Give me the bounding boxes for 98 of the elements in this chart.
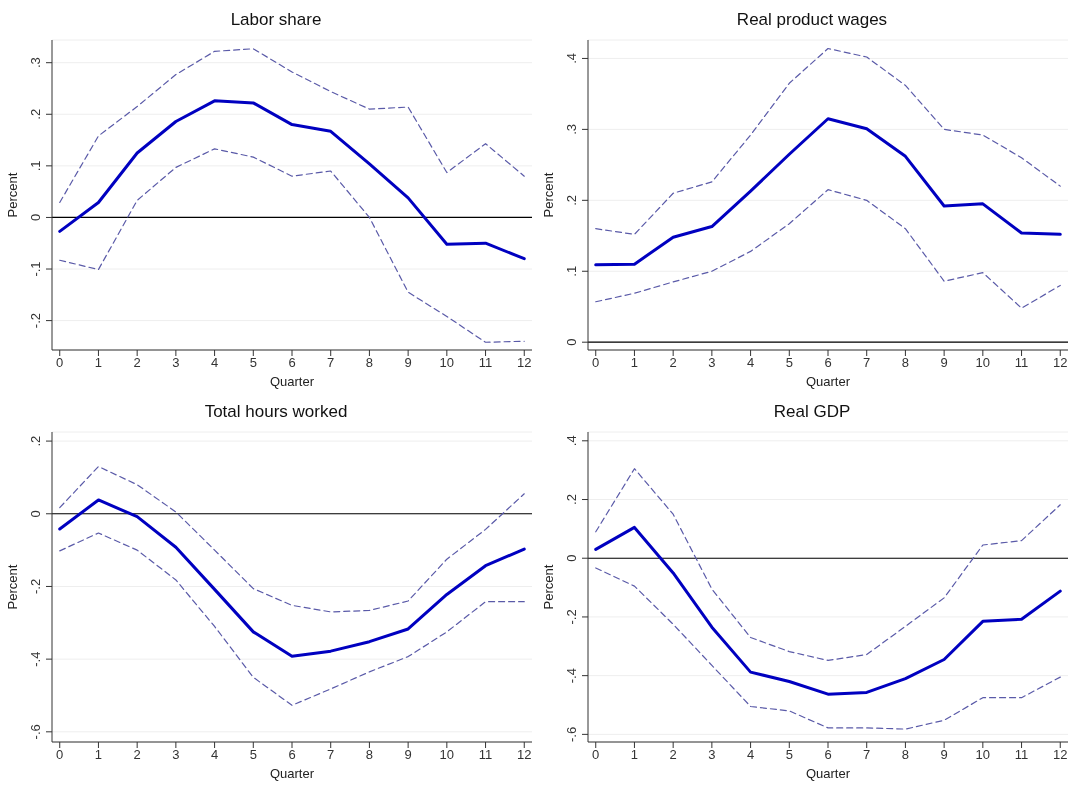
- x-axis-title: Quarter: [269, 766, 315, 781]
- line-series: [595, 468, 1061, 661]
- x-tick-label: 4: [210, 355, 219, 371]
- x-tick-label: 3: [172, 355, 180, 371]
- y-tick-label: 0: [564, 554, 579, 562]
- x-tick-label: 11: [1014, 747, 1029, 763]
- y-tick-label: .2: [28, 108, 43, 120]
- x-tick-label: 1: [94, 355, 103, 371]
- x-tick-label: 1: [630, 747, 639, 763]
- x-tick-label: 6: [824, 355, 832, 371]
- x-tick-label: 7: [327, 747, 335, 763]
- x-tick-label: 5: [249, 747, 257, 763]
- x-axis-title: Quarter: [269, 374, 315, 389]
- x-tick-label: 5: [249, 355, 257, 371]
- x-tick-label: 0: [56, 747, 64, 763]
- x-tick-label: 12: [1053, 747, 1068, 763]
- x-tick-label: 10: [439, 355, 455, 371]
- x-tick-label: 12: [1053, 355, 1068, 371]
- y-tick-label: -.4: [28, 651, 43, 667]
- chart-title: Real GDP: [772, 401, 852, 423]
- line-series: [59, 48, 525, 204]
- x-tick-label: 3: [708, 355, 716, 371]
- y-tick-label: -.1: [28, 261, 43, 277]
- x-tick-label: 6: [288, 747, 296, 763]
- x-tick-label: 8: [365, 355, 374, 371]
- x-tick-label: 7: [863, 355, 871, 371]
- line-series: [58, 498, 526, 658]
- x-tick-label: 10: [975, 355, 991, 371]
- x-tick-label: 10: [975, 747, 991, 763]
- x-tick-label: 12: [517, 355, 532, 371]
- line-series: [59, 148, 525, 343]
- y-tick-label: -.2: [564, 609, 579, 625]
- x-tick-label: 2: [669, 355, 677, 371]
- x-tick-label: 3: [172, 747, 180, 763]
- line-series: [594, 117, 1062, 267]
- x-tick-label: 9: [940, 355, 948, 371]
- line-series: [59, 465, 525, 613]
- x-tick-label: 8: [901, 355, 910, 371]
- y-tick-label: -.4: [564, 668, 579, 684]
- x-tick-label: 4: [746, 747, 755, 763]
- x-tick-label: 4: [210, 747, 219, 763]
- chart-title: Labor share: [229, 9, 323, 31]
- y-axis-title: Percent: [540, 564, 556, 610]
- x-tick-label: 11: [478, 747, 493, 763]
- line-series: [595, 567, 1061, 730]
- x-tick-label: 7: [863, 747, 871, 763]
- y-tick-label: .2: [564, 194, 579, 206]
- x-tick-label: 6: [288, 355, 296, 371]
- y-tick-label: -.6: [28, 724, 43, 740]
- x-axis-title: Quarter: [805, 374, 851, 389]
- x-tick-label: 1: [94, 747, 103, 763]
- y-tick-label: 0: [28, 510, 43, 518]
- x-tick-label: 1: [630, 355, 639, 371]
- y-tick-label: .1: [564, 265, 579, 277]
- x-tick-label: 2: [669, 747, 677, 763]
- line-series: [595, 189, 1061, 309]
- y-tick-label: 0: [28, 213, 43, 222]
- x-tick-label: 5: [785, 747, 793, 763]
- x-tick-label: 5: [785, 355, 793, 371]
- y-axis-title: Percent: [540, 172, 556, 218]
- line-series: [58, 99, 526, 261]
- line-series: [595, 47, 1061, 235]
- y-tick-label: .1: [28, 160, 43, 172]
- chart-title: Real product wages: [735, 9, 889, 31]
- x-tick-label: 10: [439, 747, 455, 763]
- y-tick-label: .3: [564, 123, 579, 135]
- y-tick-label: .2: [564, 494, 579, 505]
- x-tick-label: 8: [901, 747, 910, 763]
- x-tick-label: 3: [708, 747, 716, 763]
- x-tick-label: 12: [517, 747, 532, 763]
- line-series: [59, 532, 525, 706]
- y-axis-title: Percent: [4, 564, 20, 610]
- x-tick-label: 6: [824, 747, 832, 763]
- y-tick-label: .2: [28, 435, 43, 447]
- x-tick-label: 0: [56, 355, 64, 371]
- x-tick-label: 8: [365, 747, 374, 763]
- x-tick-label: 0: [592, 747, 600, 763]
- x-tick-label: 9: [940, 747, 948, 763]
- y-tick-label: -.6: [564, 726, 579, 742]
- x-tick-label: 9: [404, 747, 412, 763]
- x-tick-label: 9: [404, 355, 412, 371]
- x-axis-title: Quarter: [805, 766, 851, 781]
- chart-title: Total hours worked: [203, 401, 349, 423]
- x-tick-label: 7: [327, 355, 335, 371]
- x-tick-label: 0: [592, 355, 600, 371]
- y-tick-label: .4: [564, 53, 579, 64]
- line-series: [594, 525, 1062, 696]
- x-tick-label: 11: [1014, 355, 1029, 371]
- y-axis-title: Percent: [4, 172, 20, 218]
- y-tick-label: -.2: [28, 313, 43, 329]
- y-tick-label: 0: [564, 338, 579, 346]
- y-tick-label: .4: [564, 435, 579, 447]
- y-tick-label: -.2: [28, 578, 43, 595]
- x-tick-label: 4: [746, 355, 755, 371]
- x-tick-label: 2: [133, 355, 141, 371]
- y-tick-label: .3: [28, 57, 43, 69]
- x-tick-label: 11: [478, 355, 493, 371]
- x-tick-label: 2: [133, 747, 141, 763]
